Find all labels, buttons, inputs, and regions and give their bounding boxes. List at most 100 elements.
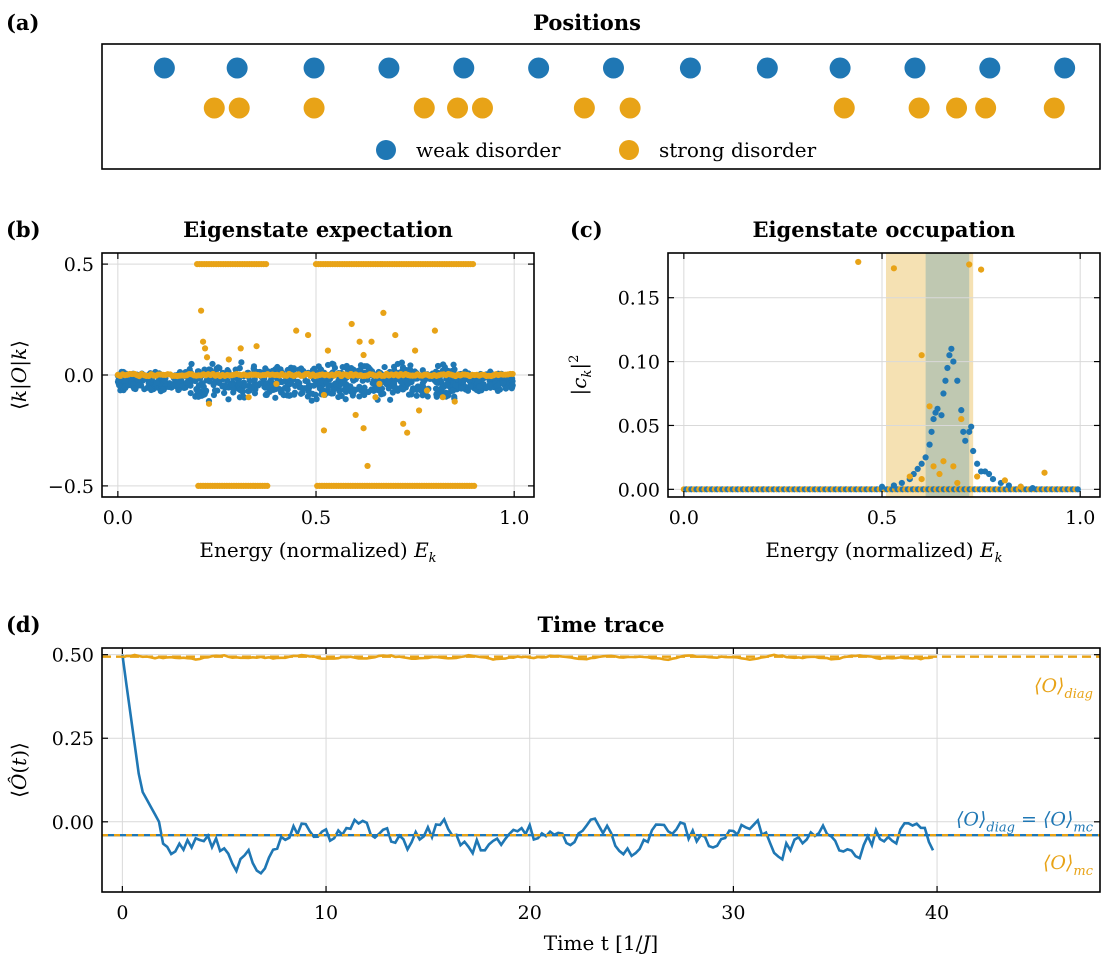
position-marker [303,57,325,79]
strong-point [197,307,205,314]
weak-point [926,441,933,448]
weak-point [225,396,232,403]
weak-point [928,428,935,435]
x-tick-label: 0.0 [103,507,133,529]
panel-d-label: (d) [6,612,41,637]
strong-point [205,400,213,407]
panel-c-grid [668,253,1100,497]
y-tick-label: −0.5 [48,476,94,498]
weak-point [174,378,182,386]
weak-point [934,405,941,412]
weak-disorder-trace [121,654,935,876]
strong-point [201,345,209,352]
x-tick-label: 30 [721,902,745,924]
strong-point [509,370,516,378]
weak-point [942,377,949,384]
weak-point [238,359,245,366]
strong-point [245,394,252,401]
weak-point [985,470,993,478]
position-marker [303,97,325,119]
panel-d-ylabel: ⟨Ô(t)⟩ [6,742,31,798]
position-marker [528,57,550,79]
weak-point [263,390,270,397]
strong-point [203,354,211,361]
weak-point [989,476,997,483]
weak-point [950,358,957,365]
weak-point [251,376,258,383]
weak-point [192,377,199,385]
weak-point [434,362,442,370]
weak-point [342,364,350,371]
strong-point [324,347,332,354]
weak-point [228,381,236,388]
weak-point [239,388,247,395]
weak-point [297,390,305,397]
position-marker [453,57,475,79]
y-tick-label: 0.50 [52,645,94,667]
position-marker [203,97,225,119]
weak-point [317,379,324,386]
strong-point [439,394,446,401]
panel-a-legend: weak disorder strong disorder [376,138,817,162]
panel-c-bands [885,253,974,497]
weak-point [476,383,483,390]
position-marker [378,57,400,79]
panel-a-points [153,57,1076,119]
x-tick-label: 0.5 [301,507,331,529]
position-marker [756,57,778,79]
strong-point [1041,469,1048,476]
weak-point [342,396,349,403]
legend-label-strong: strong disorder [659,138,817,162]
x-tick-label: 1.0 [499,507,529,529]
strong-point [958,415,965,423]
x-tick-label: 10 [314,902,338,924]
strong-point [936,470,943,478]
energy-window-band [925,253,970,497]
weak-point [413,392,420,399]
strong-point [431,327,439,334]
weak-point [308,397,315,404]
panel-c-label: (c) [570,217,603,242]
panel-d-annotations: ⟨O⟩diag ⟨O⟩diag = ⟨O⟩mc ⟨O⟩mc [956,675,1094,879]
weak-point [381,363,388,371]
panel-c-xlabel: Energy (normalized) Ek [765,538,1002,566]
y-tick-label: 0.5 [64,254,94,276]
position-marker [975,97,997,119]
strong-point [926,403,933,410]
weak-point [483,384,490,391]
strong-point [890,265,898,272]
weak-point [402,377,409,384]
panel-d-title: Time trace [537,612,664,637]
weak-point [280,392,287,399]
weak-point [890,482,898,489]
weak-point [356,393,363,400]
weak-point [974,460,981,467]
panel-a-label: (a) [6,10,39,35]
weak-point [944,364,951,372]
panel-b-label: (b) [6,217,41,242]
weak-point [1005,482,1012,489]
panel-b-ylabel: ⟨k|O|k⟩ [7,340,32,410]
panel-d-ticks: 0 10 20 30 40 0.00 0.25 0.50 [52,645,1100,924]
y-tick-label: 0.15 [618,288,660,310]
strong-point [1017,483,1024,490]
panel-c: (c) Eigenstate occupation 0.0 0.5 1.00.000… [567,217,1101,566]
strong-point [293,327,300,334]
position-marker [447,97,469,119]
panel-d-grid [102,648,1100,892]
weak-point [440,361,447,368]
weak-point [467,383,474,390]
weak-point [236,379,243,387]
weak-point [245,387,252,395]
weak-point [390,363,398,370]
strong-point [356,338,363,345]
position-marker [679,57,701,79]
y-tick-label: 0.00 [52,812,94,834]
strong-point [368,338,375,345]
weak-point [186,366,193,373]
weak-point [406,366,414,373]
weak-point [940,390,947,397]
panel-a-frame [101,43,1101,170]
strong-point [273,380,280,387]
weak-point [898,479,905,487]
